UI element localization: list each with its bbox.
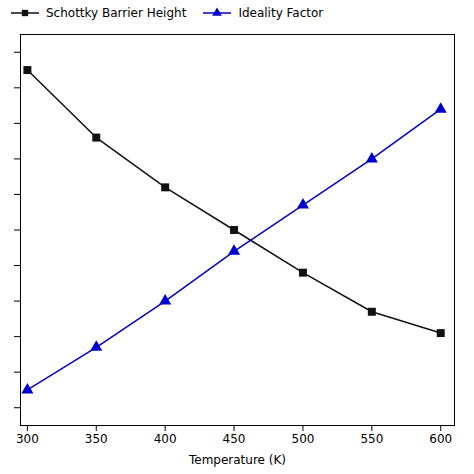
html-text:Schottky Barrier Height: Schottky Barrier Height — [46, 6, 187, 20]
svg-text:300: 300 — [16, 432, 39, 446]
svg-text:400: 400 — [154, 432, 177, 446]
svg-text:600: 600 — [429, 432, 452, 446]
svg-text:500: 500 — [291, 432, 314, 446]
html-text:Ideality Factor: Ideality Factor — [238, 6, 324, 20]
svg-text:450: 450 — [223, 432, 246, 446]
svg-text:350: 350 — [85, 432, 108, 446]
svg-text:Temperature (K): Temperature (K) — [188, 453, 286, 467]
svg-text:550: 550 — [360, 432, 383, 446]
